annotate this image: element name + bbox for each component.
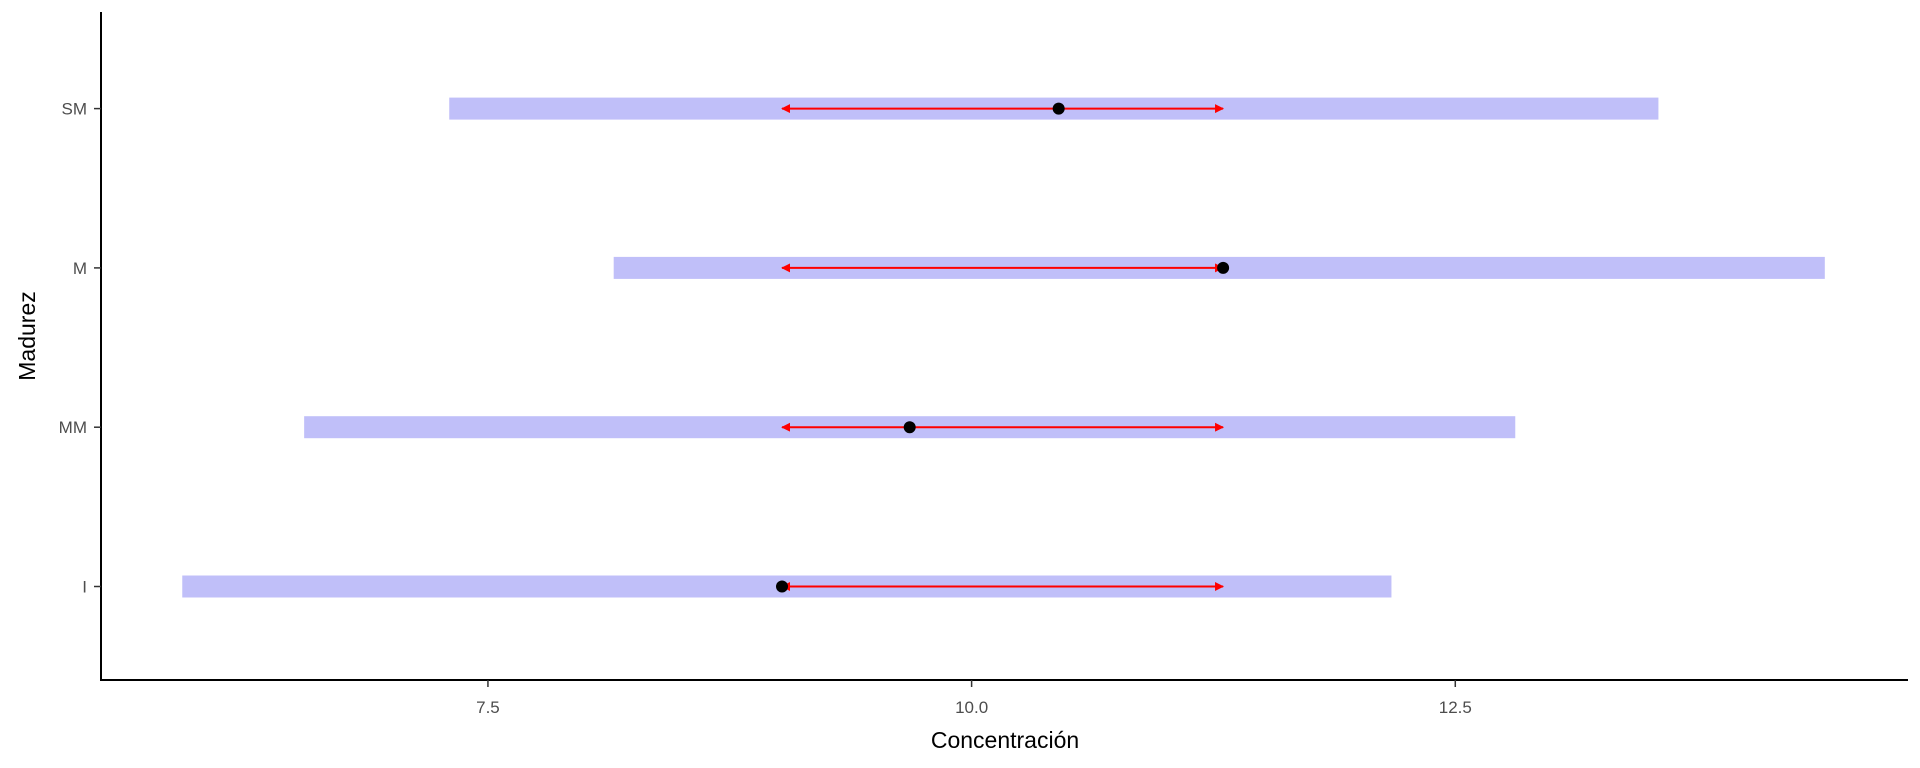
y-tick-label-mm: MM: [59, 418, 87, 437]
x-axis-title: Concentración: [931, 727, 1079, 753]
estimate-point-mm: [903, 421, 916, 434]
y-axis-title: Madurez: [14, 291, 40, 380]
plot-area: [182, 97, 1825, 598]
x-tick-label-1: 10.0: [955, 698, 988, 717]
estimate-point-m: [1217, 261, 1230, 274]
y-tick-label-sm: SM: [62, 100, 88, 119]
y-tick-label-i: I: [82, 578, 87, 597]
estimate-point-i: [776, 580, 789, 593]
x-tick-label-2: 12.5: [1439, 698, 1472, 717]
estimate-point-sm: [1052, 102, 1065, 115]
y-tick-label-m: M: [73, 259, 87, 278]
x-tick-label-0: 7.5: [476, 698, 500, 717]
